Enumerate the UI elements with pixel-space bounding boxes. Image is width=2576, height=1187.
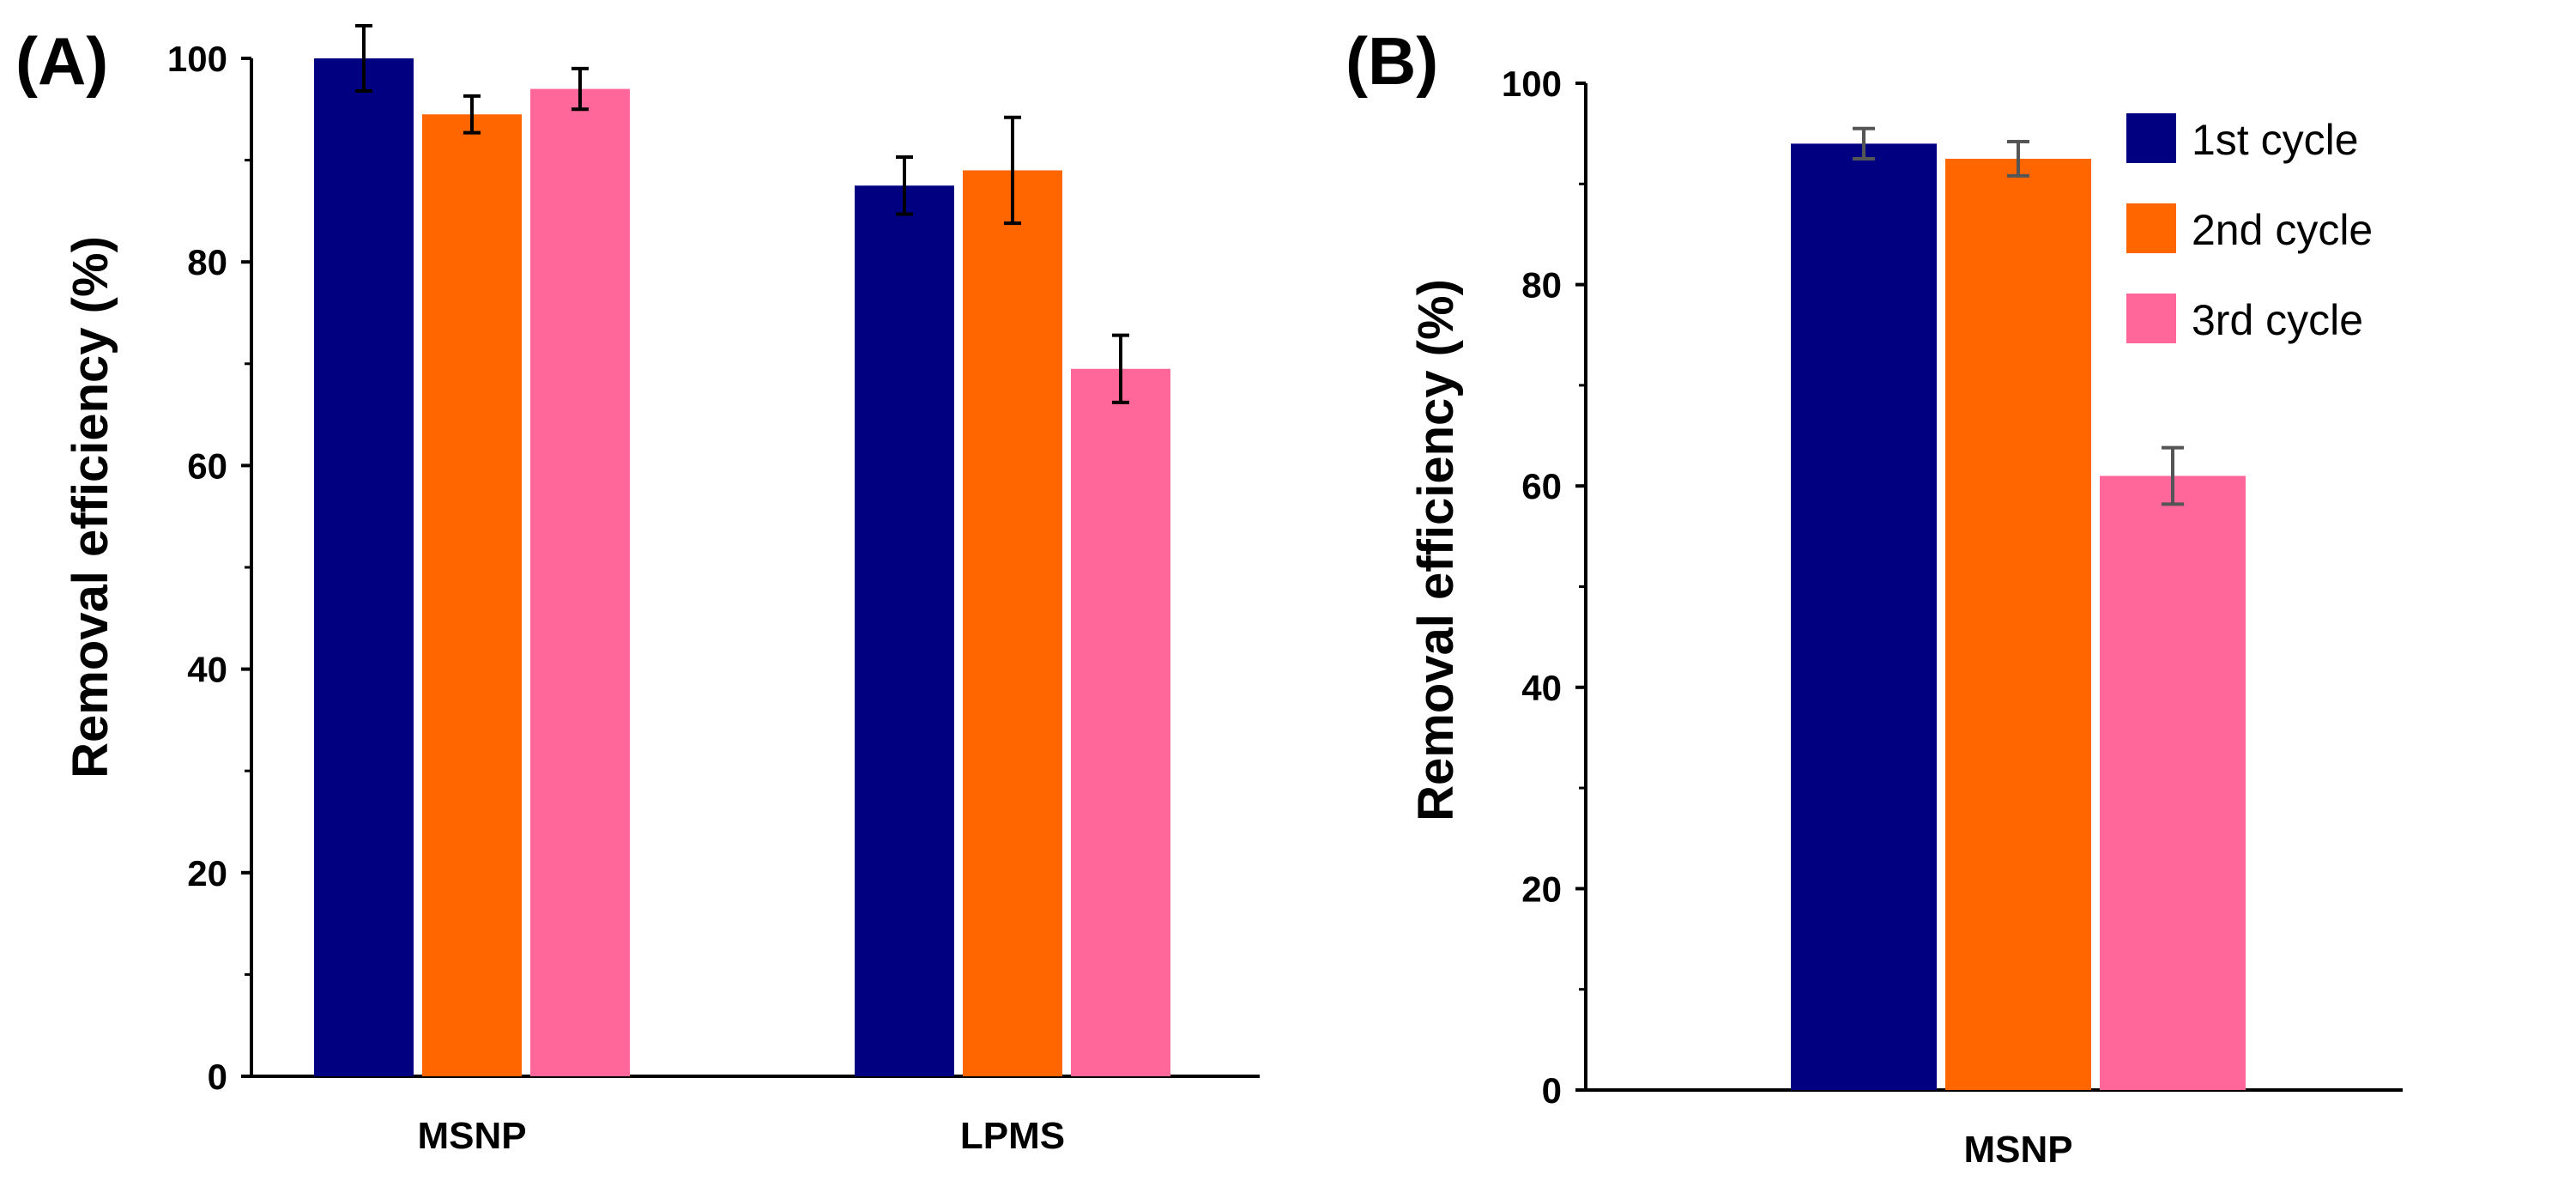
panel-a-label: (A) [15, 23, 108, 99]
bar [422, 114, 522, 1077]
x-tick-label: MSNP [1963, 1129, 2072, 1171]
x-tick-label: LPMS [960, 1115, 1065, 1157]
x-tick-label: MSNP [417, 1115, 526, 1157]
bar [855, 185, 954, 1076]
legend-label: 3rd cycle [2192, 296, 2363, 344]
panel-a-plot: 0 20 40 60 80 100 MSNP LPMS [167, 24, 1260, 1157]
y-tick-label: 60 [1521, 466, 1562, 506]
panel-a-y-axis-title: Removal efficiency (%) [63, 236, 118, 778]
legend-label: 2nd cycle [2192, 206, 2373, 254]
y-tick-label: 80 [1521, 265, 1562, 306]
panel-b-y-axis-title: Removal efficiency (%) [1408, 279, 1464, 821]
bar [1945, 158, 2091, 1091]
panel-b: (B) Removal efficiency (%) 0 20 40 60 80 100 M… [1345, 23, 2403, 1171]
bar [2100, 475, 2246, 1090]
y-tick-label: 0 [1542, 1070, 1562, 1111]
bar [1071, 368, 1170, 1077]
legend: 1st cycle 2nd cycle 3rd cycle [2126, 113, 2373, 344]
panel-a: (A) Removal efficiency (%) 0 20 40 60 80 100 M… [15, 23, 1260, 1157]
bar [963, 170, 1062, 1077]
y-tick-label: 20 [1521, 869, 1562, 909]
legend-label: 1st cycle [2192, 116, 2359, 164]
y-tick-label: 40 [1521, 668, 1562, 708]
panel-b-plot: 0 20 40 60 80 100 MSNP [1502, 64, 2403, 1171]
legend-swatch [2126, 203, 2176, 253]
y-tick-label: 40 [187, 650, 227, 690]
y-tick-label: 80 [187, 242, 227, 282]
bar [1791, 143, 1937, 1090]
y-tick-label: 0 [208, 1057, 227, 1097]
legend-swatch [2126, 113, 2176, 163]
y-tick-label: 100 [1502, 64, 1562, 104]
y-tick-label: 60 [187, 445, 227, 486]
bar [314, 58, 414, 1076]
legend-swatch [2126, 294, 2176, 343]
y-tick-label: 100 [167, 39, 227, 79]
panel-b-label: (B) [1345, 23, 1438, 99]
bar [530, 88, 630, 1077]
y-tick-label: 20 [187, 853, 227, 893]
